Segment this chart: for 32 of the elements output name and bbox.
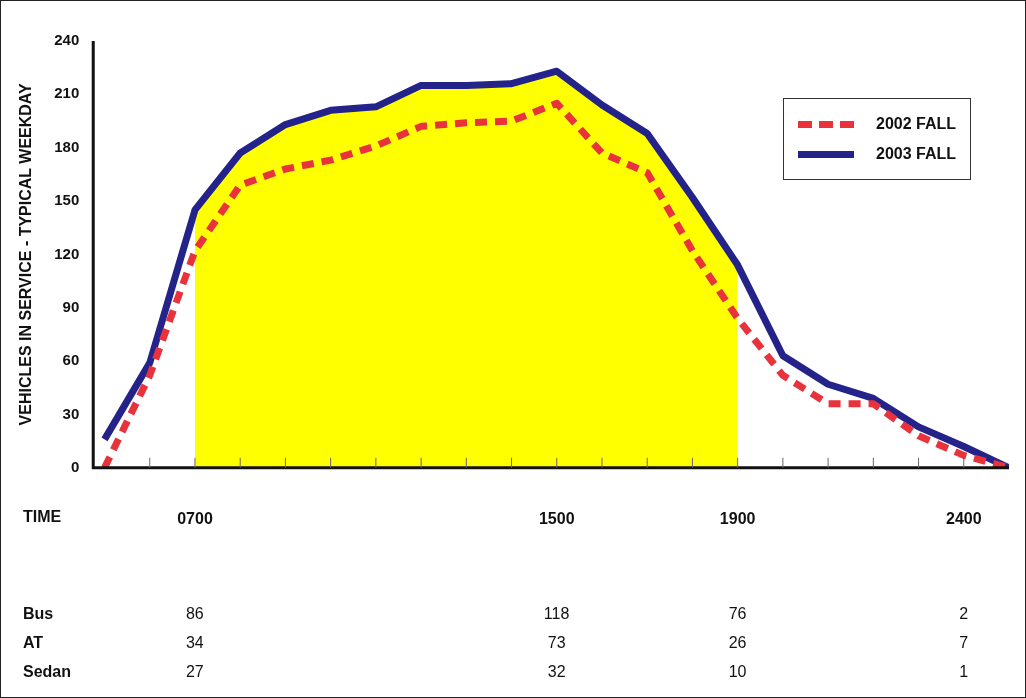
text: 1 [959, 663, 969, 681]
text: 76 [728, 605, 747, 623]
y-tick-label: 120 [54, 244, 80, 262]
legend-label: 2002 FALL [876, 115, 957, 133]
text: 10 [728, 663, 747, 681]
text: 86 [185, 605, 204, 623]
x-tick-label: 1900 [719, 509, 756, 527]
y-tick-label: 30 [62, 404, 80, 422]
text: 118 [543, 605, 570, 623]
y-tick-label: 60 [62, 351, 80, 369]
text: AT [23, 634, 44, 652]
x-tick-label: 1500 [538, 509, 575, 527]
y-tick-label: 210 [54, 84, 80, 102]
text: 32 [547, 663, 566, 681]
text: 27 [185, 663, 204, 681]
y-tick-label: 240 [54, 31, 80, 49]
text: Sedan [23, 663, 72, 681]
x-tick-label: 2400 [945, 509, 982, 527]
x-tick-label: 0700 [177, 509, 213, 527]
y-tick-label: 90 [62, 297, 80, 315]
y-tick-label: 150 [54, 191, 80, 209]
y-tick-label: 180 [54, 137, 80, 155]
x-axis-title: TIME [23, 508, 62, 526]
text: 34 [185, 634, 204, 652]
text: Bus [23, 605, 54, 623]
y-tick-label: 0 [70, 457, 80, 475]
text: 26 [728, 634, 747, 652]
y-axis-title: VEHICLES IN SERVICE - TYPICAL WEEKDAY [17, 83, 35, 426]
text: 73 [547, 634, 566, 652]
text: 2 [959, 605, 969, 623]
text: 7 [959, 634, 969, 652]
legend-label: 2003 FALL [876, 145, 957, 163]
